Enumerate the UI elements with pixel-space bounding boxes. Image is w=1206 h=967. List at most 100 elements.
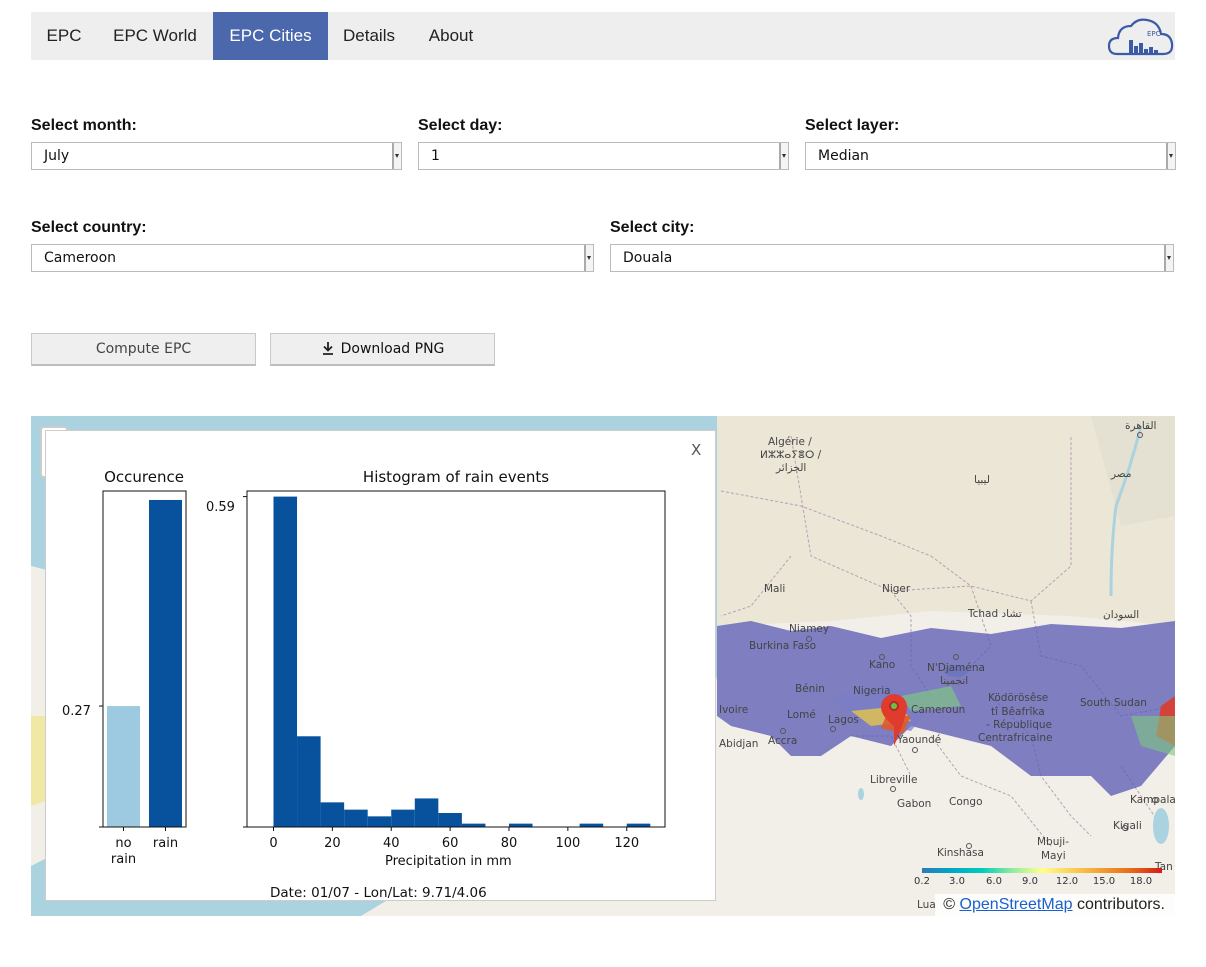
map-label: Algérie / [768,436,812,448]
map-label: ليبيا [974,474,990,486]
occurrence-ytick-label: 0.27 [62,704,91,719]
legend-tick: 3.0 [949,876,965,887]
map-label: Yaoundé [897,734,942,746]
legend-tick: 15.0 [1092,876,1116,887]
map-label: Nigeria [853,685,891,697]
map-label: Ivoire [719,704,749,716]
close-popup-button[interactable]: X [691,441,702,459]
country-select[interactable]: Cameroon [31,244,594,272]
legend-tick: 6.0 [986,876,1002,887]
copyright-symbol: © [943,896,956,913]
occurrence-bar [107,706,140,827]
city-select-value: Douala [623,250,673,266]
chevron-down-icon [584,245,593,271]
tab-details[interactable]: Details [343,26,395,45]
occurrence-category-label: no [115,836,131,851]
histogram-xlabel: Precipitation in mm [385,854,512,869]
map-label: القاهرة [1125,420,1157,432]
map-label: Lua [917,899,936,911]
legend-tick: 9.0 [1022,876,1038,887]
occurrence-category-label: rain [153,836,178,851]
histogram-bar [461,823,486,827]
layer-select-value: Median [818,148,869,164]
month-select-value: July [44,148,70,164]
compute-epc-button[interactable]: Compute EPC [31,333,256,366]
map-label: tî Bêafrîka [991,706,1045,718]
map-label: Lagos [828,714,859,726]
histogram-bar [273,496,298,827]
occurrence-bar [149,499,182,827]
map-label: Lomé [787,709,816,721]
histogram-bar [414,798,439,827]
map-label: Libreville [870,774,918,786]
histogram-xtick-label: 0 [269,836,277,851]
tab-epc-world[interactable]: EPC World [113,26,197,45]
tab-epc[interactable]: EPC [46,26,82,45]
chevron-down-icon [779,143,788,169]
map-label: Accra [768,735,798,747]
map-label: الجزائر [776,462,807,474]
legend-colorbar [922,868,1162,873]
histogram-bar [391,809,415,827]
epc-cloud-logo-icon[interactable]: EPC [1107,16,1175,58]
histogram-bar [344,809,368,827]
map-label: South Sudan [1080,697,1147,709]
map-label: Kano [869,659,896,671]
month-label: Select month: [31,117,137,134]
download-png-button[interactable]: Download PNG [270,333,495,366]
chevron-down-icon [1164,245,1173,271]
histogram-xtick-label: 100 [555,836,580,851]
country-select-value: Cameroon [44,250,117,266]
histogram-bar [320,802,345,827]
svg-text:EPC: EPC [1147,30,1161,38]
tab-epc-cities[interactable]: EPC Cities [213,12,328,60]
map-label: Abidjan [719,738,759,750]
chevron-down-icon [1166,143,1175,169]
map-label: Mali [764,583,786,595]
map-label: Bénin [795,683,825,695]
precipitation-legend: 0.2 3.0 6.0 9.0 12.0 15.0 18.0 [911,868,1171,892]
map-label: Kinshasa [937,847,984,859]
histogram-xtick-label: 60 [442,836,459,851]
map-label: ⵍⵣⵣⴰⵢⴻⵔ / [760,449,822,461]
country-label: Select country: [31,219,147,236]
histogram-xtick-label: 40 [383,836,400,851]
day-select[interactable]: 1 [418,142,789,170]
day-label: Select day: [418,117,503,134]
histogram-bar [579,823,604,827]
histogram-xtick-label: 120 [614,836,639,851]
layer-select[interactable]: Median [805,142,1176,170]
map-label: Cameroun [911,704,966,716]
popup-info-text: Date: 01/07 - Lon/Lat: 9.71/4.06 [270,885,487,901]
map-label: Mayi [1041,850,1066,862]
histogram-bar [297,736,321,827]
map-marker-icon[interactable] [881,694,907,746]
download-png-label: Download PNG [340,341,445,357]
histogram-axes-frame [246,490,666,828]
day-select-value: 1 [431,148,440,164]
histogram-bar [438,813,462,827]
map-label: Burkina Faso [749,640,817,652]
histogram-xtick-label: 80 [501,836,518,851]
city-select[interactable]: Douala [610,244,1174,272]
map-label: Niger [882,583,911,595]
map-label: N'Djaména [927,662,985,674]
histogram-bar [626,823,651,827]
legend-tick: 0.2 [914,876,930,887]
histogram-xtick-label: 20 [324,836,341,851]
legend-tick: 12.0 [1055,876,1079,887]
histogram-bar [367,816,392,827]
map-label: Ködörösêse [988,692,1049,704]
city-label: Select city: [610,219,695,236]
download-icon [322,342,333,355]
map-label: السودان [1103,609,1140,621]
tab-about[interactable]: About [428,26,474,45]
map-label: Mbuji- [1037,836,1070,848]
histogram-chart-title: Histogram of rain events [362,468,550,486]
layer-label: Select layer: [805,117,900,134]
month-select[interactable]: July [31,142,402,170]
openstreetmap-link[interactable]: OpenStreetMap [959,896,1073,913]
map-label: Gabon [897,798,932,810]
map-attribution: © OpenStreetMap contributors. [935,894,1175,916]
